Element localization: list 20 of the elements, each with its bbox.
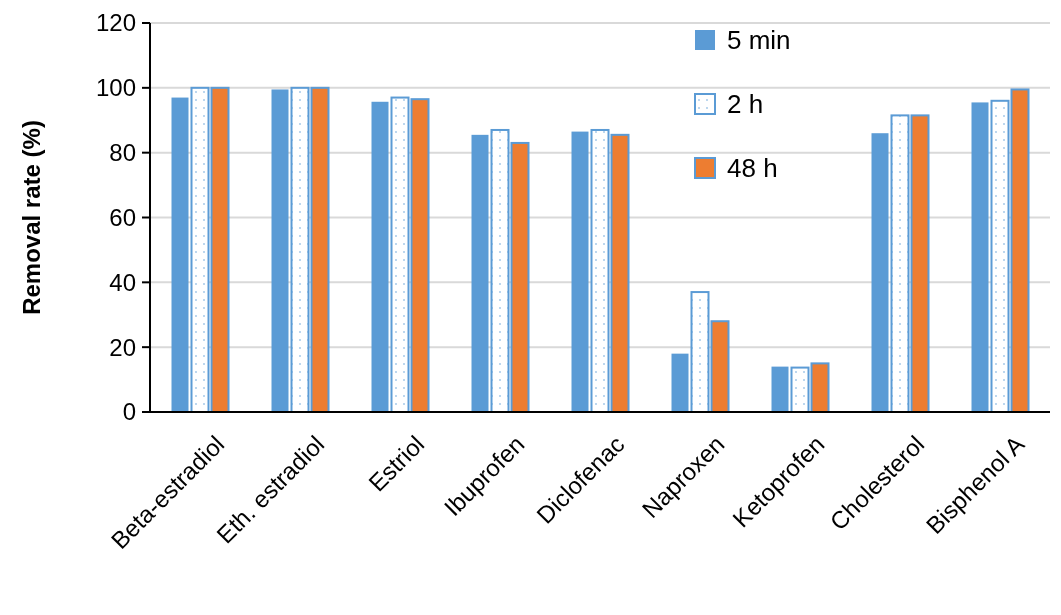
y-tick-label: 0 (122, 398, 136, 426)
y-tick-label: 40 (109, 268, 136, 296)
bar (971, 102, 989, 412)
y-axis-title: Removal rate (%) (18, 120, 45, 315)
bar (271, 89, 289, 412)
y-tick-label: 100 (95, 74, 136, 102)
legend-label: 5 min (727, 25, 791, 56)
bar (571, 131, 589, 412)
bar (371, 101, 389, 412)
y-tick-label: 60 (109, 203, 136, 231)
y-tick-label: 80 (109, 139, 136, 167)
legend-label: 2 h (727, 89, 764, 120)
bar (771, 366, 789, 412)
y-tick-label: 120 (95, 9, 136, 37)
bar (871, 133, 889, 412)
legend-label: 48 h (727, 153, 778, 184)
y-tick-label: 20 (109, 333, 136, 361)
bar (671, 353, 689, 412)
bar (471, 134, 489, 412)
bar (171, 97, 189, 412)
